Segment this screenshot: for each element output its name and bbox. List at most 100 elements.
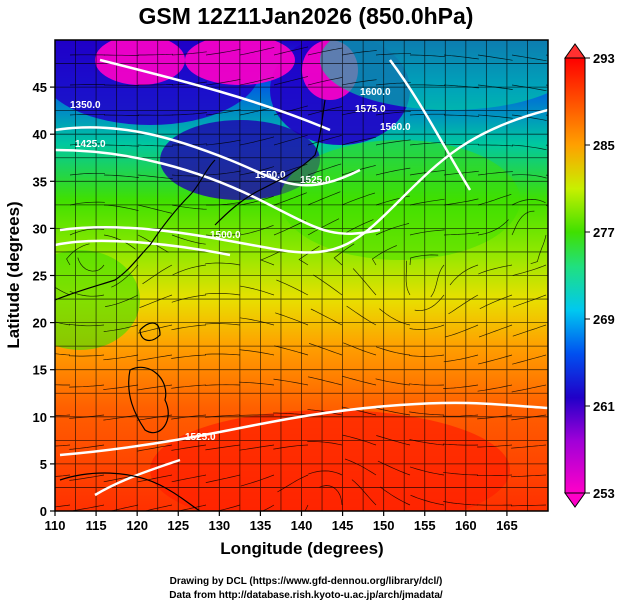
streamline: [307, 376, 343, 386]
streamline: [273, 46, 309, 56]
coastline-borneo: [59, 472, 201, 511]
streamline: [377, 460, 411, 476]
streamline: [55, 414, 71, 416]
streamline: [376, 435, 411, 446]
streamline: [477, 384, 513, 392]
streamline: [307, 191, 341, 206]
streamline: [449, 264, 479, 286]
coastline-japan: [214, 99, 326, 226]
streamline: [477, 414, 513, 420]
streamline: [205, 262, 241, 266]
streamline: [69, 444, 105, 450]
streamline: [55, 444, 71, 447]
streamline: [69, 323, 105, 327]
streamline: [77, 257, 105, 272]
streamline: [478, 354, 513, 365]
streamline: [274, 345, 309, 356]
streamline: [343, 342, 377, 356]
streamline: [55, 504, 71, 508]
x-tick-label: 165: [496, 518, 518, 533]
colorbar-scale: [564, 57, 586, 494]
streamline: [66, 243, 90, 266]
streamline: [341, 406, 377, 416]
x-tick-label: 125: [167, 518, 189, 533]
streamline: [307, 77, 343, 86]
streamline: [477, 444, 513, 448]
streamline: [512, 294, 547, 308]
streamline: [273, 76, 308, 86]
y-tick-label: 30: [33, 221, 47, 236]
streamline: [409, 198, 445, 206]
streamline: [171, 354, 207, 359]
x-tick-label: 155: [414, 518, 436, 533]
streamline: [409, 254, 439, 266]
streamline: [171, 444, 207, 451]
streamline: [409, 383, 445, 386]
streamline: [375, 111, 411, 116]
coastline-philippines: [128, 366, 169, 434]
streamline: [239, 136, 275, 146]
streamline: [319, 485, 343, 506]
streamline: [341, 192, 376, 206]
y-tick-label: 15: [33, 363, 47, 378]
streamline: [409, 354, 445, 357]
x-tick-label: 140: [291, 518, 313, 533]
streamline: [430, 264, 445, 298]
streamline: [477, 84, 513, 90]
streamline: [409, 411, 445, 416]
chart-title: GSM 12Z11Jan2026 (850.0hPa): [139, 3, 474, 29]
streamline: [341, 50, 377, 56]
streamline: [275, 312, 309, 326]
x-tick-label: 120: [126, 518, 148, 533]
streamline: [477, 54, 513, 61]
streamline: [479, 294, 513, 310]
streamline: [238, 414, 274, 416]
streamline: [273, 412, 309, 416]
streamline: [442, 414, 479, 417]
streamline: [205, 444, 241, 451]
streamline: [273, 444, 309, 450]
contour-line: [94, 458, 181, 497]
streamline: [239, 381, 275, 386]
streamline: [171, 112, 207, 116]
streamline: [143, 504, 173, 511]
streamline: [448, 294, 479, 315]
streamline: [310, 308, 343, 326]
streamline: [239, 76, 275, 86]
streamline: [239, 349, 275, 356]
contour-label: 1600.0: [360, 87, 391, 98]
streamline: [103, 324, 139, 332]
streamline: [512, 264, 547, 276]
streamline: [307, 441, 343, 446]
streamline: [137, 384, 173, 391]
height-contours: [55, 58, 548, 497]
lat-lon-grid: [55, 40, 548, 511]
streamline: [55, 286, 71, 296]
streamline: [240, 285, 275, 296]
streamline: [239, 195, 274, 206]
streamline: [511, 414, 547, 421]
streamline: [512, 354, 547, 365]
x-tick-label: 135: [250, 518, 272, 533]
streamline: [204, 384, 241, 386]
streamline: [142, 264, 173, 285]
wind-streamlines: [55, 46, 548, 511]
streamline: [307, 218, 340, 236]
streamline: [205, 109, 241, 116]
streamline: [69, 228, 105, 236]
contour-line: [59, 401, 548, 457]
streamline: [477, 193, 512, 206]
streamline: [333, 243, 355, 266]
contour-label: 1525.0: [300, 175, 331, 186]
streamline: [510, 474, 547, 478]
streamline: [307, 106, 343, 116]
streamline: [530, 234, 547, 265]
contour-label: 1425.0: [75, 139, 106, 150]
streamline: [478, 264, 513, 275]
streamline: [172, 264, 207, 276]
streamline: [239, 317, 275, 326]
streamline: [69, 143, 105, 146]
streamline: [511, 114, 547, 121]
streamline: [55, 321, 71, 326]
